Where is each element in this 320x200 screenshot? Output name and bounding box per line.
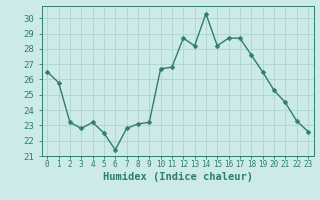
X-axis label: Humidex (Indice chaleur): Humidex (Indice chaleur): [103, 172, 252, 182]
